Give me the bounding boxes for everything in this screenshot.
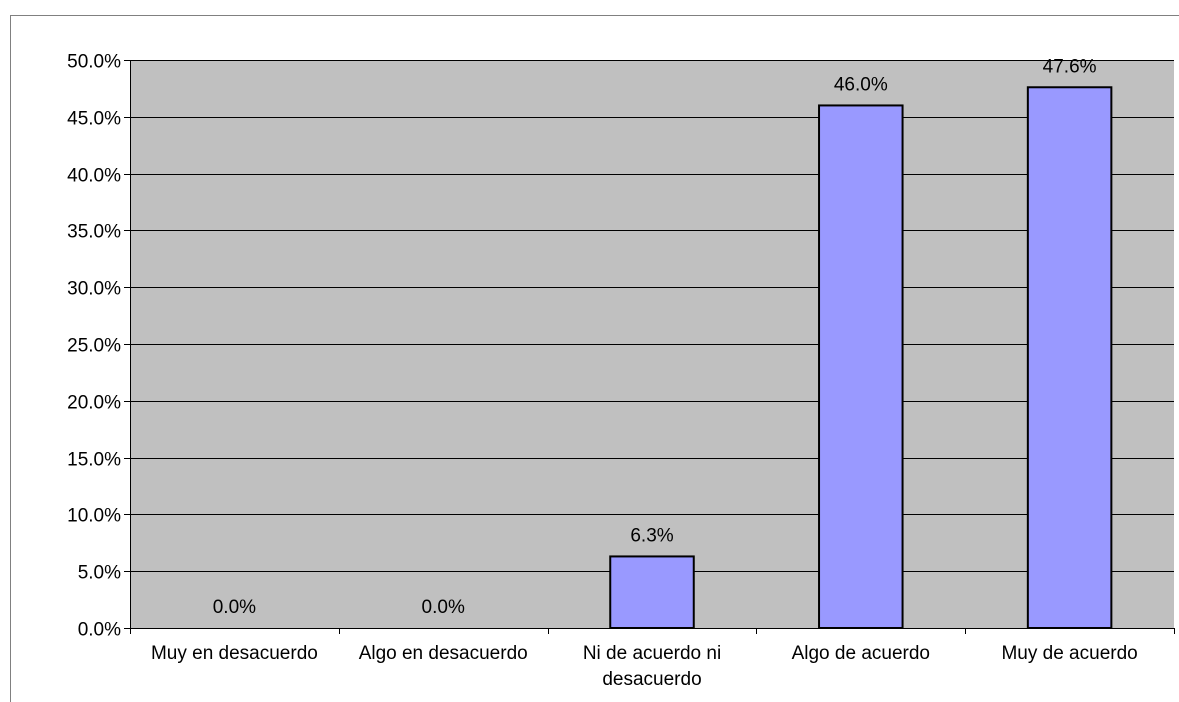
y-tick-label: 45.0% [67,109,121,130]
data-label: 46.0% [834,74,888,95]
y-tick-label: 30.0% [67,279,121,300]
axes [124,60,1175,634]
y-tick-label: 15.0% [67,450,121,471]
x-tick-label: Ni de acuerdo ni [583,643,721,664]
y-axis-tick-labels: 0.0% 5.0% 10.0% 15.0% 20.0% 25.0% 30.0% 35.0% 40… [67,52,121,641]
y-tick-label: 40.0% [67,166,121,187]
x-tick-label: Algo de acuerdo [792,643,930,664]
bars [609,86,1113,630]
x-tick-label: Muy en desacuerdo [151,643,318,664]
data-label: 0.0% [422,597,465,618]
y-tick-label: 35.0% [67,222,121,243]
x-tick-label: desacuerdo [602,669,701,690]
y-tick-label: 20.0% [67,393,121,414]
bar [818,104,904,629]
y-tick-label: 50.0% [67,52,121,73]
data-label: 47.6% [1043,56,1097,77]
bar [609,555,695,630]
x-tick-label: Muy de acuerdo [1001,643,1137,664]
y-tick-label: 5.0% [78,563,121,584]
x-tick-label: Algo en desacuerdo [359,643,528,664]
data-labels: 0.0% 0.0% 6.3% 46.0% 47.6% [213,56,1097,618]
y-tick-label: 25.0% [67,336,121,357]
data-label: 6.3% [630,525,673,546]
x-axis-tick-labels: Muy en desacuerdo Algo en desacuerdo Ni de… [151,643,1138,690]
y-tick-label: 10.0% [67,506,121,527]
data-label: 0.0% [213,597,256,618]
y-tick-label: 0.0% [78,620,121,641]
bar [1026,86,1113,630]
